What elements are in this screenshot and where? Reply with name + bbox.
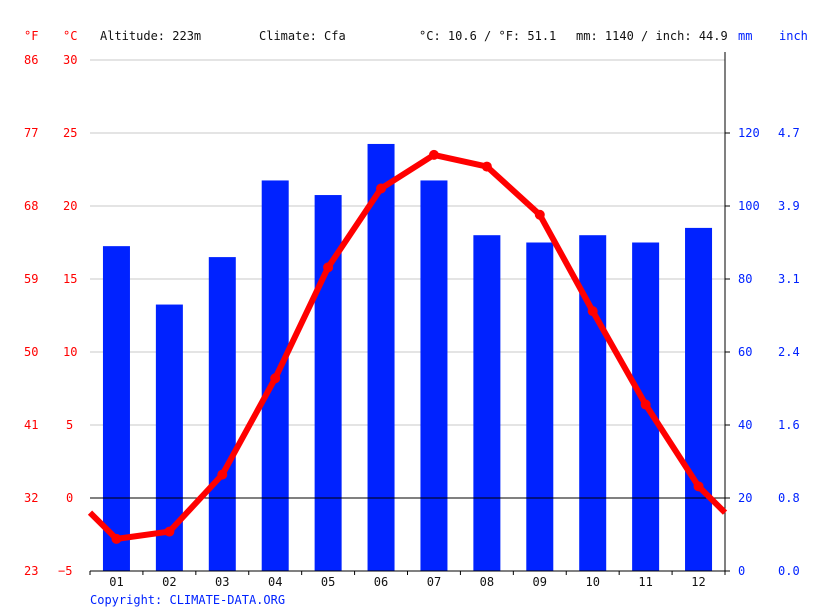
fahrenheit-tick-label: 59 [24, 272, 39, 286]
month-label: 12 [691, 575, 706, 589]
mm-tick-label: 40 [738, 418, 753, 432]
precipitation-bar [685, 227, 713, 571]
precipitation-bar [102, 246, 130, 571]
fahrenheit-tick-label: 50 [24, 345, 39, 359]
copyright-link[interactable]: Copyright: CLIMATE-DATA.ORG [90, 593, 286, 607]
inch-tick-label: 0.0 [778, 564, 800, 578]
month-label: 11 [638, 575, 653, 589]
celsius-tick-label: 10 [63, 345, 78, 359]
mm-tick-label: 120 [738, 126, 760, 140]
inch-tick-label: 0.8 [778, 491, 800, 505]
month-label: 09 [532, 575, 547, 589]
mm-tick-label: 0 [738, 564, 746, 578]
fahrenheit-tick-label: 68 [24, 199, 39, 213]
celsius-tick-label: 15 [63, 272, 78, 286]
celsius-tick-label: 5 [66, 418, 74, 432]
month-label: 03 [215, 575, 230, 589]
celsius-tick-label: 0 [66, 491, 74, 505]
fahrenheit-tick-label: 86 [24, 53, 39, 67]
inch-tick-label: 4.7 [778, 126, 800, 140]
temperature-point [587, 306, 598, 317]
precipitation-bar [579, 235, 607, 571]
mm-tick-label: 20 [738, 491, 753, 505]
month-label: 10 [585, 575, 600, 589]
average-temperature-label: °C: 10.6 / °F: 51.1 [419, 29, 557, 43]
temperature-point [428, 149, 439, 160]
precipitation-bar [208, 257, 236, 571]
temperature-point [270, 373, 281, 384]
month-label: 01 [109, 575, 124, 589]
temperature-point [323, 262, 334, 273]
precipitation-bar [420, 180, 448, 571]
celsius-tick-label: 30 [63, 53, 78, 67]
month-label: 04 [267, 575, 283, 589]
fahrenheit-tick-label: 32 [24, 491, 39, 505]
precipitation-bar [473, 235, 501, 571]
inch-tick-label: 3.1 [778, 272, 800, 286]
month-label: 08 [479, 575, 495, 589]
temperature-point [481, 161, 492, 172]
month-label: 06 [373, 575, 389, 589]
temperature-line [87, 151, 728, 542]
celsius-tick-label: −5 [58, 564, 73, 578]
inch-tick-label: 2.4 [778, 345, 800, 359]
celsius-unit-label: °C [63, 29, 78, 43]
mm-unit-label: mm [738, 29, 753, 43]
temperature-point [217, 469, 228, 480]
altitude-label: Altitude: 223m [100, 29, 202, 43]
inch-unit-label: inch [779, 29, 808, 43]
mm-tick-label: 100 [738, 199, 760, 213]
inch-tick-label: 1.6 [778, 418, 800, 432]
fahrenheit-unit-label: °F [24, 29, 39, 43]
climate-label: Climate: Cfa [259, 29, 346, 43]
celsius-tick-label: 25 [63, 126, 78, 140]
mm-tick-label: 80 [738, 272, 753, 286]
precipitation-bar [526, 242, 554, 571]
precipitation-bar [367, 143, 395, 571]
fahrenheit-tick-label: 41 [24, 418, 39, 432]
celsius-tick-label: 20 [63, 199, 78, 213]
mm-tick-label: 60 [738, 345, 753, 359]
fahrenheit-tick-label: 23 [24, 564, 39, 578]
month-label: 02 [162, 575, 177, 589]
temperature-point [164, 526, 175, 537]
temperature-point [376, 183, 387, 194]
precipitation-total-label: mm: 1140 / inch: 44.9 [576, 29, 728, 43]
temperature-point [640, 399, 651, 410]
month-label: 05 [320, 575, 336, 589]
temperature-point [111, 533, 122, 544]
temperature-point [534, 209, 545, 220]
fahrenheit-tick-label: 77 [24, 126, 39, 140]
temperature-point [693, 481, 704, 492]
inch-tick-label: 3.9 [778, 199, 800, 213]
month-label: 07 [426, 575, 442, 589]
